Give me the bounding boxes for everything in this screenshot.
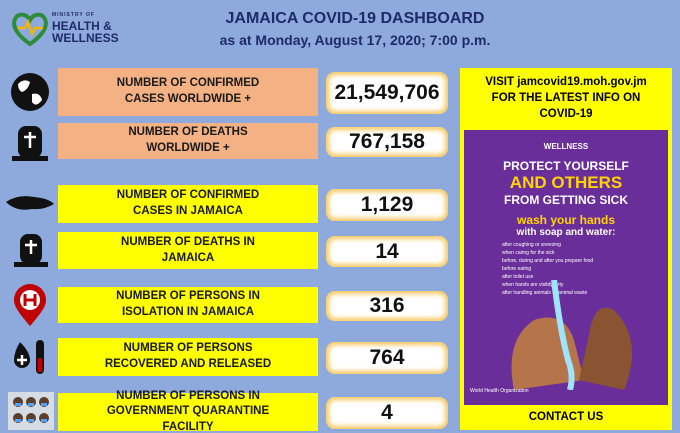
stat-label: NUMBER OF CONFIRMED CASES IN JAMAICA xyxy=(58,185,318,223)
globe-icon xyxy=(11,73,49,111)
stat-value: 764 xyxy=(326,342,448,374)
poster-item: when caring for the sick xyxy=(502,250,555,256)
lab-icon xyxy=(14,340,44,374)
title: JAMAICA COVID-19 DASHBOARD xyxy=(225,10,485,27)
stat-value: 1,129 xyxy=(326,189,448,221)
people-icon xyxy=(8,392,54,430)
poster-soap: with soap and water: xyxy=(516,227,616,238)
stat-label: NUMBER OF CONFIRMED CASES WORLDWIDE + xyxy=(58,68,318,116)
poster-item: before, during and after you prepare foo… xyxy=(502,258,594,264)
tomb-icon xyxy=(14,234,48,267)
poster-line: AND OTHERS xyxy=(509,173,623,192)
stat-label: NUMBER OF PERSONS IN GOVERNMENT QUARANTI… xyxy=(58,390,318,433)
stat-value: 21,549,706 xyxy=(326,72,448,114)
poster-item: after handling animals or animal waste xyxy=(502,290,588,296)
logo-health: HEALTH & xyxy=(52,19,112,33)
poster-logo: WELLNESS xyxy=(543,142,589,151)
poster-item: after coughing or sneezing xyxy=(502,242,561,248)
logo-ministry: MINISTRY OF xyxy=(52,12,95,18)
poster-item: before eating xyxy=(502,266,532,272)
stat-label: NUMBER OF PERSONS IN ISOLATION IN JAMAIC… xyxy=(58,287,318,323)
poster-line: PROTECT YOURSELF xyxy=(503,159,629,173)
who-text: World Health Organization xyxy=(470,388,529,394)
jamaica-icon xyxy=(6,196,54,210)
poster-list: after coughing or sneezing when caring fo… xyxy=(464,241,668,297)
tomb-icon xyxy=(12,126,48,161)
poster-item: after toilet use xyxy=(502,274,534,280)
contact-us[interactable]: CONTACT US xyxy=(528,411,604,423)
stat-value: 4 xyxy=(326,397,448,429)
stat-label: NUMBER OF PERSONS RECOVERED AND RELEASED xyxy=(58,338,318,376)
stat-label: NUMBER OF DEATHS IN JAMAICA xyxy=(58,232,318,269)
hands-illustration xyxy=(511,280,632,390)
stat-value: 14 xyxy=(326,236,448,267)
hospital-icon xyxy=(14,284,46,326)
logo-wellness: WELLNESS xyxy=(52,31,119,45)
stat-value: 767,158 xyxy=(326,127,448,157)
poster-item: when hands are visibly dirty xyxy=(502,282,564,288)
poster: WELLNESS PROTECT YOURSELF AND OTHERS FRO… xyxy=(464,130,668,405)
poster-line: FROM GETTING SICK xyxy=(504,193,628,207)
visit-text: VISIT jamcovid19.moh.gov.jm FOR THE LATE… xyxy=(485,76,647,121)
poster-wash: wash your hands xyxy=(516,213,616,227)
logo-heart xyxy=(12,12,48,47)
info-panel: VISIT jamcovid19.moh.gov.jm FOR THE LATE… xyxy=(460,68,672,430)
stat-value: 316 xyxy=(326,291,448,321)
stat-label: NUMBER OF DEATHS WORLDWIDE + xyxy=(58,123,318,159)
subtitle: as at Monday, August 17, 2020; 7:00 p.m. xyxy=(219,32,491,48)
